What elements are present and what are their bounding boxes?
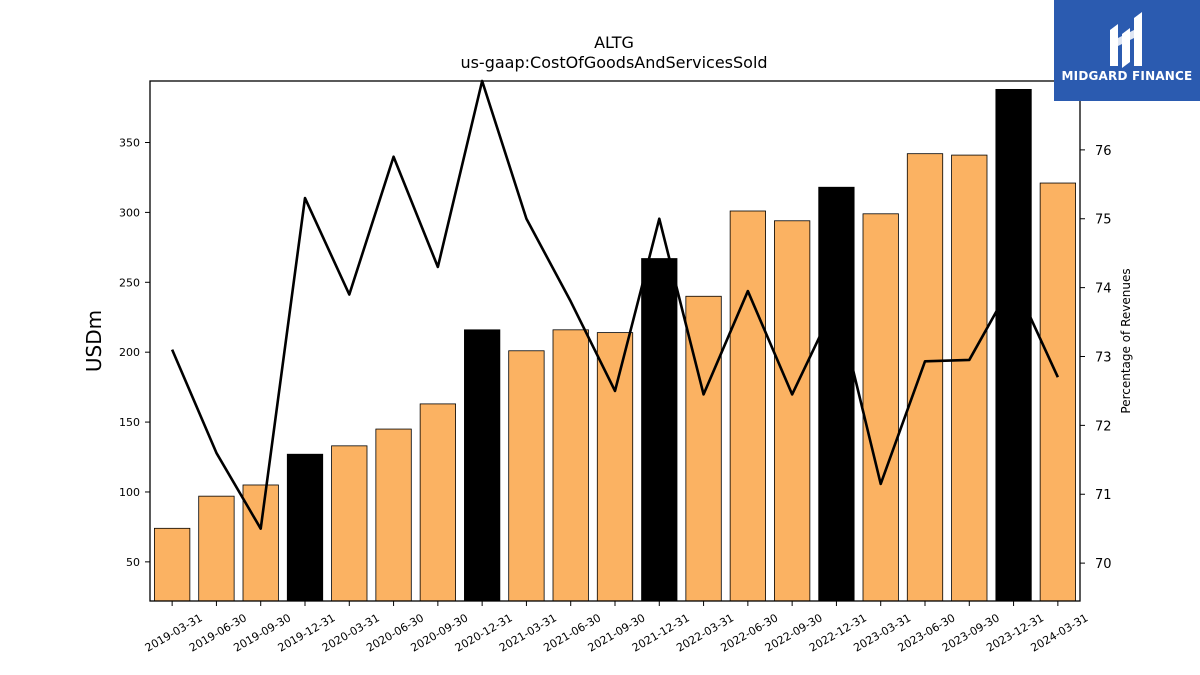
chart-title: ALTG xyxy=(594,33,634,52)
y-tick-label: 300 xyxy=(119,206,140,219)
y2-tick-label: 76 xyxy=(1095,144,1112,159)
y-axis-left: 50 100 150 200 250 300 350 xyxy=(119,137,150,569)
percentage-line xyxy=(170,79,1060,530)
y-tick-label: 350 xyxy=(119,137,140,150)
y2-tick-label: 71 xyxy=(1095,488,1112,503)
bar-2020-03-31 xyxy=(331,445,368,602)
bar-2021-09-30 xyxy=(596,332,634,602)
y2-axis-label: Percentage of Revenues xyxy=(1119,268,1133,413)
bar-2022-12-31 xyxy=(818,186,855,602)
y-axis-label: USDm xyxy=(82,310,106,372)
bar-2020-12-31 xyxy=(464,329,501,602)
y2-tick-label: 70 xyxy=(1095,557,1112,572)
bar-2019-03-31 xyxy=(154,527,191,602)
midgard-finance-logo: MIDGARD FINANCE xyxy=(1054,0,1200,101)
y2-tick-label: 74 xyxy=(1095,282,1112,297)
line-layer xyxy=(170,79,1060,530)
bar-2023-06-30 xyxy=(906,153,944,602)
y-tick-label: 200 xyxy=(119,346,140,359)
bar-2023-09-30 xyxy=(951,154,988,602)
y2-tick-label: 72 xyxy=(1095,419,1112,434)
bar-2019-09-30 xyxy=(242,484,279,602)
bar-2021-06-30 xyxy=(552,329,589,602)
bar-2021-12-31 xyxy=(641,258,678,602)
bar-2022-06-30 xyxy=(729,210,766,602)
bar-2019-06-30 xyxy=(198,495,235,602)
y2-tick-label: 75 xyxy=(1095,213,1112,228)
midgard-logo-icon xyxy=(1110,12,1142,68)
y2-tick-label: 73 xyxy=(1095,350,1112,365)
y-tick-label: 50 xyxy=(126,556,140,569)
bar-2024-03-31 xyxy=(1039,182,1076,602)
logo-text: MIDGARD FINANCE xyxy=(1061,69,1193,83)
bar-2020-06-30 xyxy=(375,428,412,602)
bar-2021-03-31 xyxy=(508,350,545,602)
bar-2023-12-31 xyxy=(995,88,1032,602)
x-axis: 2019-03-312019-06-302019-09-302019-12-31… xyxy=(143,601,1090,655)
chart-subtitle: us-gaap:CostOfGoodsAndServicesSold xyxy=(460,53,767,72)
bar-2020-09-30 xyxy=(419,403,456,602)
bar-2023-03-31 xyxy=(862,213,899,602)
y-tick-label: 250 xyxy=(119,276,140,289)
bar-2019-12-31 xyxy=(286,453,324,602)
bars-layer xyxy=(154,88,1076,602)
y-tick-label: 150 xyxy=(119,416,140,429)
y-axis-right: 70 71 72 73 74 75 76 xyxy=(1080,144,1112,572)
bar-2022-09-30 xyxy=(774,220,811,602)
y-tick-label: 100 xyxy=(119,486,140,499)
